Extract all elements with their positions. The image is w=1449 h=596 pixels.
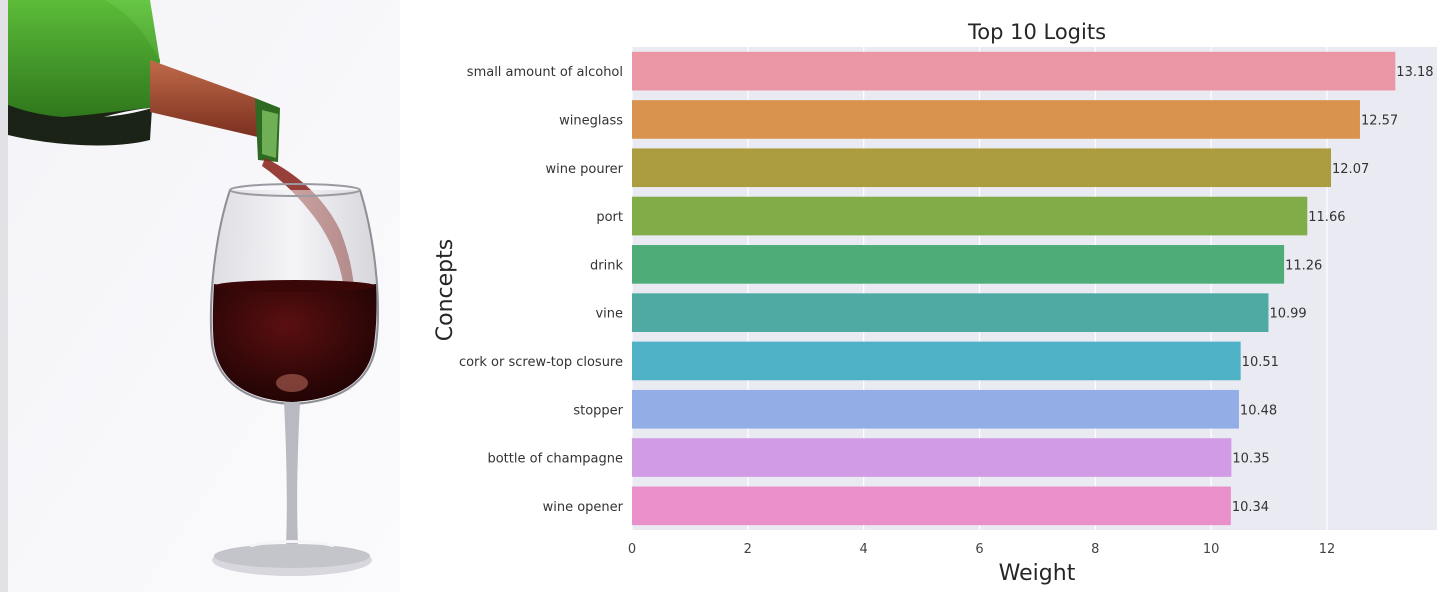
chart-panel: 13.18 12.57 12.07 11.66 11.26 10.99 10.51 10.48… <box>400 0 1449 592</box>
x-tick-label: 2 <box>744 542 752 557</box>
category-label: drink <box>590 258 623 273</box>
bar <box>632 293 1269 332</box>
bar <box>632 341 1241 381</box>
y-axis-label: Concepts <box>433 239 458 341</box>
bar-value-label: 10.51 <box>1242 355 1279 370</box>
x-tick-label: 12 <box>1319 542 1336 557</box>
x-tick-label: 8 <box>1091 542 1099 557</box>
category-label: cork or screw-top closure <box>459 355 623 370</box>
bars: 13.18 12.57 12.07 11.66 11.26 10.99 10.51 10.48… <box>632 51 1434 526</box>
x-tick-labels: 0 2 4 6 8 10 12 <box>628 542 1335 557</box>
wine-photo <box>0 0 400 592</box>
bar <box>632 51 1396 91</box>
category-label: stopper <box>573 403 623 418</box>
bar <box>632 486 1231 526</box>
bar-value-label: 10.48 <box>1240 403 1277 418</box>
category-label: port <box>596 210 623 225</box>
x-tick-label: 0 <box>628 542 636 557</box>
bar-value-label: 11.26 <box>1285 258 1322 273</box>
bar <box>632 100 1360 139</box>
x-tick-label: 6 <box>975 542 983 557</box>
category-label: wineglass <box>559 113 623 128</box>
bar-value-label: 12.57 <box>1361 113 1398 128</box>
bar-value-label: 13.18 <box>1396 65 1433 80</box>
x-tick-label: 10 <box>1203 542 1220 557</box>
bar <box>632 196 1308 236</box>
category-label: small amount of alcohol <box>467 65 623 80</box>
bar-value-label: 10.34 <box>1232 500 1269 515</box>
bar <box>632 438 1232 477</box>
category-label: wine pourer <box>546 162 624 177</box>
bar <box>632 148 1332 188</box>
bar-value-label: 11.66 <box>1308 210 1345 225</box>
category-labels: small amount of alcohol wineglass wine pou… <box>459 65 624 515</box>
bar-chart: 13.18 12.57 12.07 11.66 11.26 10.99 10.51 10.48… <box>433 20 1437 586</box>
bar-value-label: 10.99 <box>1269 307 1306 322</box>
bar <box>632 245 1285 284</box>
chart-title: Top 10 Logits <box>967 20 1106 44</box>
bar-value-label: 10.35 <box>1232 452 1269 467</box>
wine-pouring-image <box>0 0 400 592</box>
category-label: vine <box>595 307 623 322</box>
bar-value-label: 12.07 <box>1332 162 1369 177</box>
x-tick-label: 4 <box>860 542 868 557</box>
category-label: bottle of champagne <box>487 452 623 467</box>
category-label: wine opener <box>543 500 624 515</box>
bar <box>632 389 1239 429</box>
x-axis-label: Weight <box>999 561 1076 586</box>
